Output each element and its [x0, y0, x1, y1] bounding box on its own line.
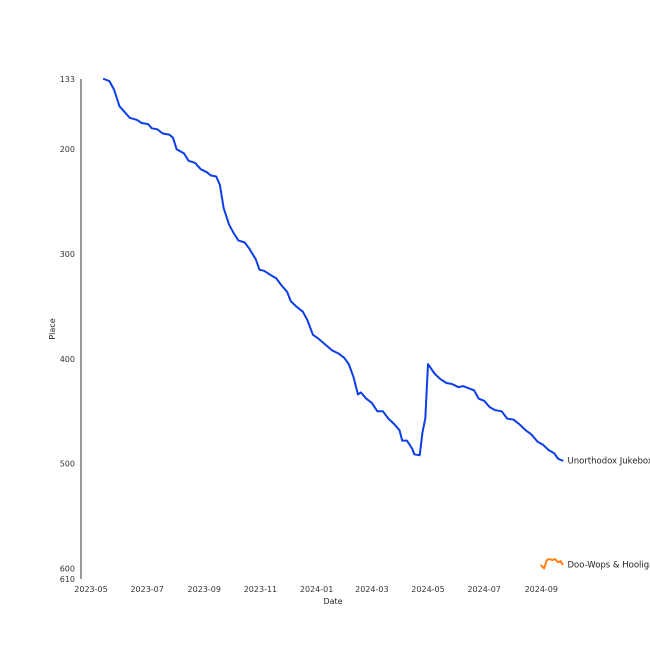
x-tick-label: 2023-05 — [74, 585, 107, 594]
x-axis-title: Date — [323, 597, 342, 606]
y-tick-label: 200 — [60, 145, 75, 154]
series-end-label-2: Doo-Wops & Hooligans — [567, 560, 650, 570]
y-axis-title: Place — [48, 318, 57, 339]
y-tick-label: 500 — [60, 460, 75, 469]
series-end-labels: Unorthodox Jukebox Doo-Wops & Hooligans — [567, 457, 650, 571]
y-tick-label: 600 — [60, 565, 75, 574]
y-tick-label: 133 — [60, 75, 75, 84]
x-tick-label: 2024-01 — [300, 585, 333, 594]
series-line-1 — [102, 78, 564, 462]
x-tick-label: 2024-05 — [411, 585, 444, 594]
y-tick-label: 300 — [60, 250, 75, 259]
x-tick-label: 2023-11 — [244, 585, 277, 594]
y-tick-label: 610 — [60, 575, 75, 584]
x-tick-label: 2024-07 — [467, 585, 500, 594]
series-line-2 — [540, 558, 564, 570]
x-tick-label: 2024-09 — [525, 585, 558, 594]
x-tick-label: 2024-03 — [355, 585, 388, 594]
series-lines — [102, 78, 564, 570]
x-tick-label: 2023-09 — [188, 585, 221, 594]
series-end-label-1: Unorthodox Jukebox — [567, 457, 650, 467]
x-tick-label: 2023-07 — [130, 585, 163, 594]
y-tick-label: 400 — [60, 355, 75, 364]
